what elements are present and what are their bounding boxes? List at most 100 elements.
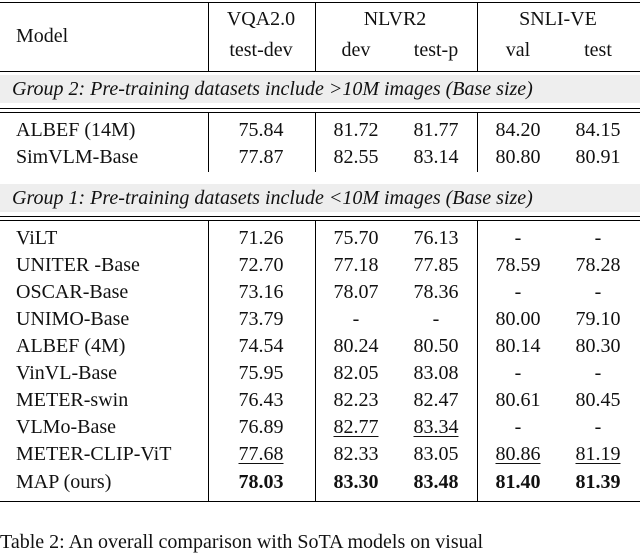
cell-snli-val: - [514,227,522,249]
cell-snli-test: 81.19 [575,443,621,465]
cell-nlvr-testp: - [432,308,440,330]
group-1-rule-2 [0,220,640,221]
cell-nlvr-testp: 77.85 [413,254,459,276]
header-rule [0,71,640,72]
cell-nlvr-testp: 80.50 [413,335,459,357]
cell-nlvr-dev: 82.55 [333,146,379,168]
row-model: UNIMO-Base [16,308,130,330]
cell-snli-test: 80.91 [575,146,621,168]
table-caption: Table 2: An overall comparison with SoTA… [0,531,484,553]
row-model: ALBEF (14M) [16,119,136,141]
cell-snli-val: 80.61 [495,389,541,411]
header-nlvr-testp: test-p [413,39,459,61]
cell-snli-val: 80.80 [495,146,541,168]
row-model: METER-swin [16,389,129,411]
cell-snli-val: - [514,281,522,303]
header-model: Model [16,25,69,47]
cell-nlvr-testp: 83.34 [413,416,459,438]
row-model: UNITER -Base [16,254,140,276]
cell-nlvr-dev: 80.24 [333,335,379,357]
cell-nlvr-dev: - [352,308,360,330]
cell-nlvr-dev: 82.23 [333,389,379,411]
col-rule-2-g2 [315,112,316,172]
row-model: VinVL-Base [16,362,117,384]
cell-snli-val: - [514,362,522,384]
cell-snli-val: 84.20 [495,119,541,141]
cell-nlvr-testp: 83.14 [413,146,459,168]
group-1-label: Group 1: Pre-training datasets include <… [12,187,533,209]
header-nlvr-dev: dev [341,39,371,61]
cell-vqa: 72.70 [238,254,284,276]
row-model: SimVLM-Base [16,146,139,168]
row-model: OSCAR-Base [16,281,129,303]
cell-vqa: 74.54 [238,335,284,357]
cell-nlvr-dev: 82.77 [333,416,379,438]
col-rule-1-g2 [208,112,209,172]
cell-snli-test: 84.15 [575,119,621,141]
cell-snli-test: - [594,281,602,303]
row-model: ALBEF (4M) [16,335,126,357]
cell-snli-val: 81.40 [495,471,541,493]
cell-snli-val: 80.00 [495,308,541,330]
cell-snli-test: 79.10 [575,308,621,330]
col-rule-2-g1 [315,220,316,501]
cell-nlvr-testp: 83.48 [413,471,459,493]
cell-nlvr-dev: 81.72 [333,119,379,141]
cell-nlvr-testp: 78.36 [413,281,459,303]
cell-snli-test: 80.45 [575,389,621,411]
cell-snli-val: - [514,416,522,438]
cell-snli-test: - [594,362,602,384]
cell-vqa: 78.03 [238,471,284,493]
cell-vqa: 76.89 [238,416,284,438]
cell-snli-val: 80.86 [495,443,541,465]
cell-snli-test: 80.30 [575,335,621,357]
cell-nlvr-dev: 78.07 [333,281,379,303]
col-rule-3-g2 [477,112,478,172]
cell-snli-test: - [594,416,602,438]
cell-nlvr-testp: 82.47 [413,389,459,411]
cell-vqa: 73.79 [238,308,284,330]
header-vqa-title: VQA2.0 [226,8,296,30]
col-rule-3 [477,2,478,72]
header-nlvr-title: NLVR2 [363,8,427,30]
cell-snli-val: 78.59 [495,254,541,276]
row-model: ViLT [16,227,58,249]
col-rule-3-g1 [477,220,478,501]
cell-vqa: 76.43 [238,389,284,411]
group-2-rule [0,108,640,109]
group-2-label: Group 2: Pre-training datasets include >… [12,78,533,100]
row-model: VLMo-Base [16,416,116,438]
cell-snli-test: - [594,227,602,249]
col-rule-1 [208,2,209,72]
header-snli-title: SNLI-VE [519,8,597,30]
cell-nlvr-dev: 82.05 [333,362,379,384]
cell-vqa: 71.26 [238,227,284,249]
cell-nlvr-dev: 82.33 [333,443,379,465]
cell-nlvr-dev: 83.30 [333,471,379,493]
cell-nlvr-dev: 75.70 [333,227,379,249]
cell-vqa: 75.84 [238,119,284,141]
cell-snli-test: 78.28 [575,254,621,276]
cell-nlvr-testp: 76.13 [413,227,459,249]
cell-nlvr-testp: 83.08 [413,362,459,384]
bottom-rule [0,501,640,502]
group-1-rule [0,216,640,217]
group-2-band [0,75,640,103]
col-rule-1-g1 [208,220,209,501]
row-model: METER-CLIP-ViT [16,443,172,465]
group-1-band [0,184,640,212]
cell-vqa: 77.68 [238,443,284,465]
cell-vqa: 73.16 [238,281,284,303]
header-snli-test: test [584,39,612,61]
cell-nlvr-dev: 77.18 [333,254,379,276]
header-vqa-sub: test-dev [229,39,293,61]
group-2-rule-2 [0,112,640,113]
cell-vqa: 77.87 [238,146,284,168]
cell-snli-test: 81.39 [575,471,621,493]
top-rule [0,2,640,3]
cell-nlvr-testp: 81.77 [413,119,459,141]
row-model: MAP (ours) [16,471,112,493]
cell-vqa: 75.95 [238,362,284,384]
cell-nlvr-testp: 83.05 [413,443,459,465]
